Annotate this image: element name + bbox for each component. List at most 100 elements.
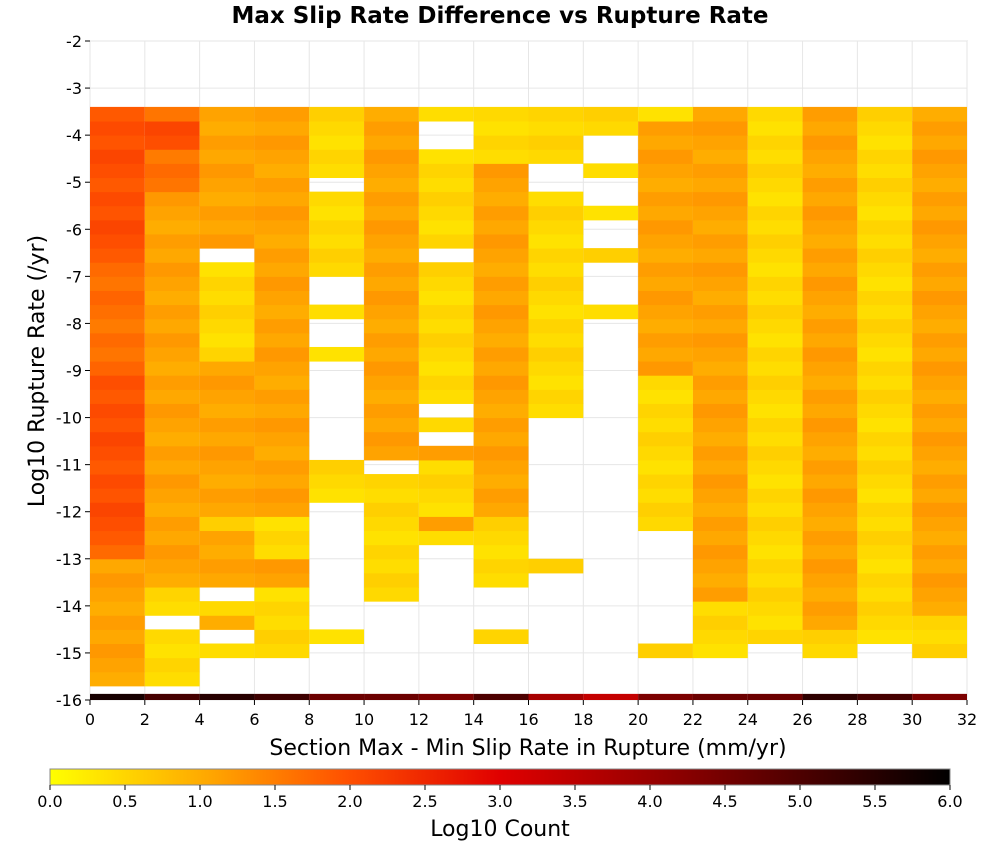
heatmap-cell [473,459,529,475]
heatmap-cell [912,262,967,277]
heatmap-cell [747,163,803,179]
heatmap-cell [638,488,693,503]
heatmap-cell [473,572,529,588]
x-axis-ticks: 0 2 4 6 8 10 12 14 16 18 20 22 24 26 28 30 32 [85,700,977,729]
heatmap-cell [857,233,913,249]
heatmap-cell-bottom [364,693,419,700]
heatmap-cell [802,149,858,164]
heatmap-cell [802,403,858,419]
heatmap-cell [747,248,803,263]
heatmap-cell [528,276,584,291]
heatmap-cell [90,361,145,376]
heatmap-cell [364,530,419,546]
y-tick-label: -2 [66,32,82,51]
heatmap-cell [528,375,584,390]
x-tick-label: 10 [354,710,374,729]
heatmap-cell [912,502,967,517]
heatmap-cell [90,233,145,249]
heatmap-cell [199,121,255,136]
heatmap-cell [912,205,967,221]
chart-title: Max Slip Rate Difference vs Rupture Rate [231,3,768,29]
heatmap-cell [638,106,693,122]
heatmap-cell [364,248,419,263]
heatmap-cell [583,163,639,179]
heatmap-cell [692,516,748,532]
x-axis-label: Section Max - Min Slip Rate in Rupture (… [269,736,786,761]
heatmap-cell [802,474,858,489]
bottom-row-cells [90,693,967,700]
heatmap-cell [199,149,255,164]
heatmap-cell [857,106,913,122]
heatmap-cell [802,248,858,263]
heatmap-cell [802,332,858,348]
heatmap-cell [473,431,529,447]
heatmap-cell [912,135,967,150]
heatmap-cell-bottom [583,693,639,700]
heatmap-cell [309,488,365,503]
heatmap-cell [912,558,967,574]
heatmap-cell [692,474,748,489]
heatmap-cell [254,121,310,136]
heatmap-cell [638,149,693,164]
heatmap-cell [364,219,419,235]
heatmap-cell [364,135,419,150]
heatmap-cell [254,615,310,630]
heatmap-cell [90,375,145,390]
heatmap-cell [802,106,858,122]
heatmap-cell [473,163,529,179]
y-tick-label: -15 [56,644,82,663]
heatmap-cell [90,318,145,334]
heatmap-cell [90,332,145,348]
heatmap-cell [473,544,529,560]
heatmap-cell [692,459,748,475]
heatmap-cell [90,219,145,235]
heatmap-cell-bottom [528,693,584,700]
colorbar-tick-label: 0.0 [37,792,62,811]
heatmap-cell [364,106,419,122]
colorbar-tick-label: 0.5 [112,792,137,811]
heatmap-cell [692,191,748,207]
colorbar-tick-label: 1.0 [187,792,212,811]
heatmap-cell [857,191,913,207]
heatmap-cell [418,516,474,532]
heatmap-cell [364,558,419,574]
heatmap-cell [692,375,748,390]
heatmap-cell [418,106,474,122]
heatmap-cell [418,149,474,164]
colorbar [49,768,951,786]
heatmap-cell [638,403,693,419]
heatmap-cell [309,135,365,150]
heatmap-cell [364,431,419,447]
heatmap-cell [802,375,858,390]
heatmap-cell [857,445,913,461]
heatmap-cell [144,530,200,546]
heatmap-cell [418,304,474,320]
heatmap-cell [144,629,200,645]
heatmap-cell-bottom [199,693,255,700]
heatmap-cell [912,615,967,630]
heatmap-cell [254,445,310,461]
heatmap-cell [144,587,200,602]
heatmap-cell [364,233,419,249]
heatmap-cell [747,615,803,630]
colorbar-tick-label: 5.0 [787,792,812,811]
heatmap-cell [473,233,529,249]
heatmap-cell [418,474,474,489]
heatmap-cell [254,558,310,574]
colorbar-tick-label: 2.0 [337,792,362,811]
heatmap-cell [747,629,803,645]
heatmap-cell [747,205,803,221]
heatmap-cell [473,502,529,517]
heatmap-cell [802,276,858,291]
heatmap-cell [638,361,693,376]
heatmap-cell [309,191,365,207]
heatmap-cell [747,431,803,447]
heatmap-cell [144,191,200,207]
colorbar-tick-label: 4.0 [637,792,662,811]
heatmap-cell [364,318,419,334]
heatmap-cell [747,530,803,546]
heatmap-cell [857,163,913,179]
heatmap-cell [364,163,419,179]
heatmap-cell [90,544,145,560]
colorbar-tick-label: 5.5 [862,792,887,811]
